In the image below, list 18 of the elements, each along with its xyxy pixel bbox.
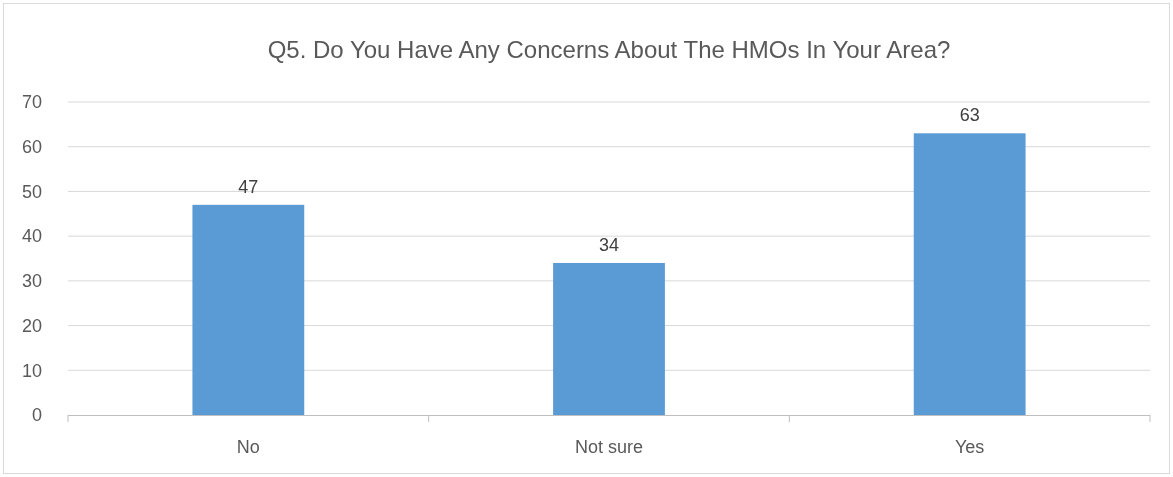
y-tick-label: 30 [21, 271, 42, 292]
x-tick-label: Not sure [574, 437, 644, 457]
y-tick-label: 60 [21, 136, 42, 157]
y-tick-label: 50 [21, 181, 42, 202]
data-label: 47 [238, 176, 259, 197]
y-tick-label: 0 [31, 405, 42, 426]
x-tick-label: Yes [954, 437, 985, 457]
chart-title: Q5. Do You Have Any Concerns About The HMOs In Your Area? [267, 36, 951, 63]
y-tick-label: 10 [21, 360, 42, 381]
y-tick-label: 40 [21, 226, 42, 247]
y-tick-label: 70 [21, 92, 42, 113]
x-tick-label: No [236, 437, 260, 457]
y-tick-label: 20 [21, 315, 42, 336]
data-label: 63 [959, 105, 980, 126]
bar [192, 204, 305, 415]
bar [553, 262, 665, 415]
data-label: 34 [598, 234, 620, 255]
bar [913, 133, 1026, 415]
